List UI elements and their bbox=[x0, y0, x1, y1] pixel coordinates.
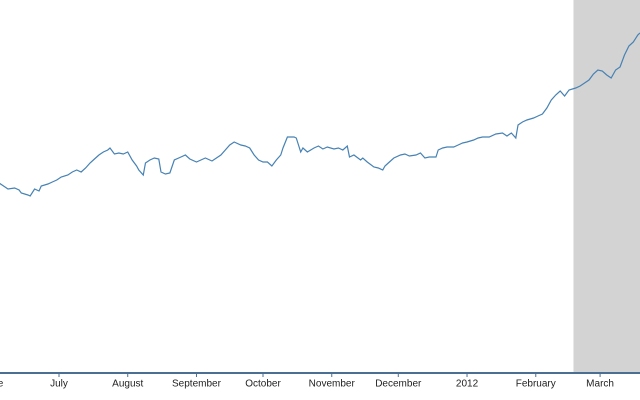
x-tick-label: August bbox=[112, 379, 143, 390]
x-tick-label: March bbox=[586, 379, 614, 390]
x-tick-label: 2012 bbox=[456, 379, 479, 390]
x-tick-label: September bbox=[172, 379, 222, 390]
x-tick-label: February bbox=[516, 379, 556, 390]
x-tick-label: December bbox=[375, 379, 422, 390]
x-tick-label: June bbox=[0, 379, 4, 390]
line bbox=[0, 32, 640, 197]
x-tick-label: July bbox=[50, 379, 68, 390]
x-tick-label: November bbox=[309, 379, 356, 390]
brush-extent bbox=[573, 0, 640, 373]
x-tick-label: October bbox=[245, 379, 281, 390]
